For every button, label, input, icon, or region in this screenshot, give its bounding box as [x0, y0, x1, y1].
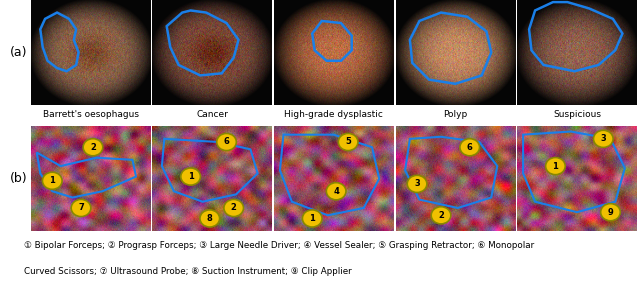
Text: Curved Scissors; ⑦ Ultrasound Probe; ⑧ Suction Instrument; ⑨ Clip Applier: Curved Scissors; ⑦ Ultrasound Probe; ⑧ S… — [24, 267, 352, 276]
Text: 1: 1 — [552, 162, 558, 170]
Text: Suspicious: Suspicious — [553, 110, 601, 119]
Text: 6: 6 — [223, 137, 230, 146]
Text: Polyp: Polyp — [444, 110, 467, 119]
Text: High-grade dysplastic: High-grade dysplastic — [284, 110, 383, 119]
Text: 2: 2 — [231, 203, 237, 212]
Circle shape — [339, 133, 358, 151]
Text: (a): (a) — [10, 46, 27, 59]
Circle shape — [431, 207, 451, 224]
Circle shape — [83, 139, 103, 156]
Circle shape — [181, 168, 200, 185]
Circle shape — [326, 183, 346, 200]
Text: 1: 1 — [309, 214, 315, 223]
Text: 2: 2 — [90, 143, 96, 152]
Text: 1: 1 — [49, 176, 55, 185]
Text: Barrett's oesophagus: Barrett's oesophagus — [42, 110, 139, 119]
Text: ① Bipolar Forceps; ② Prograsp Forceps; ③ Large Needle Driver; ④ Vessel Sealer; ⑤: ① Bipolar Forceps; ② Prograsp Forceps; ③… — [24, 241, 534, 249]
Text: 7: 7 — [78, 203, 84, 212]
Circle shape — [601, 203, 620, 221]
Text: 2: 2 — [438, 211, 444, 220]
Circle shape — [42, 172, 62, 189]
Circle shape — [224, 199, 243, 217]
Circle shape — [71, 199, 91, 217]
Circle shape — [303, 210, 322, 227]
Text: 6: 6 — [467, 143, 473, 152]
Text: 4: 4 — [333, 187, 339, 196]
Text: 5: 5 — [345, 137, 351, 146]
Text: 8: 8 — [207, 214, 212, 223]
Circle shape — [593, 130, 613, 148]
Circle shape — [407, 175, 427, 193]
Text: 3: 3 — [414, 179, 420, 188]
Text: 3: 3 — [600, 134, 606, 143]
Circle shape — [460, 139, 479, 156]
Text: 1: 1 — [188, 172, 193, 181]
Circle shape — [546, 158, 565, 175]
Circle shape — [200, 210, 220, 227]
Circle shape — [217, 133, 236, 151]
Text: 9: 9 — [607, 208, 613, 217]
Text: Cancer: Cancer — [196, 110, 228, 119]
Text: (b): (b) — [10, 172, 28, 185]
